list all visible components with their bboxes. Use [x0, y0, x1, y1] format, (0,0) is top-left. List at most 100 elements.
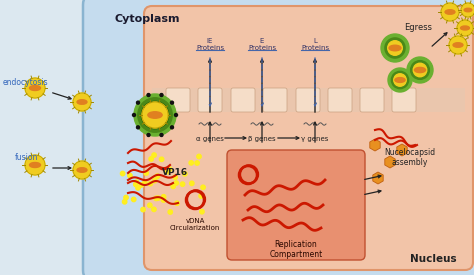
FancyArrowPatch shape: [53, 167, 71, 169]
Ellipse shape: [148, 112, 162, 118]
FancyBboxPatch shape: [296, 88, 320, 112]
Circle shape: [200, 210, 204, 214]
FancyArrowPatch shape: [209, 58, 211, 106]
Circle shape: [171, 184, 175, 189]
Circle shape: [139, 183, 144, 187]
Circle shape: [141, 207, 145, 212]
Circle shape: [413, 63, 427, 77]
FancyArrowPatch shape: [53, 93, 71, 99]
Circle shape: [122, 200, 127, 204]
FancyBboxPatch shape: [328, 88, 352, 112]
Text: endocytosis: endocytosis: [3, 78, 49, 87]
FancyBboxPatch shape: [166, 88, 190, 112]
FancyArrowPatch shape: [209, 122, 211, 142]
FancyArrowPatch shape: [278, 137, 299, 139]
Circle shape: [167, 167, 172, 171]
Circle shape: [461, 3, 474, 17]
Polygon shape: [373, 172, 383, 184]
Ellipse shape: [29, 86, 40, 90]
FancyBboxPatch shape: [231, 88, 255, 112]
Circle shape: [131, 197, 136, 202]
FancyBboxPatch shape: [263, 88, 287, 112]
Text: Nucleus: Nucleus: [410, 254, 456, 264]
Circle shape: [197, 154, 201, 159]
Circle shape: [171, 126, 173, 129]
Circle shape: [137, 101, 139, 104]
FancyArrowPatch shape: [432, 33, 447, 46]
Ellipse shape: [29, 163, 40, 167]
Circle shape: [141, 101, 169, 129]
Text: vDNA
Circularization: vDNA Circularization: [170, 218, 220, 231]
Text: Replication
Compartment: Replication Compartment: [269, 240, 323, 259]
Circle shape: [392, 71, 409, 89]
Circle shape: [407, 57, 433, 83]
Ellipse shape: [453, 43, 463, 47]
Circle shape: [25, 155, 45, 175]
Ellipse shape: [395, 78, 405, 82]
Polygon shape: [370, 139, 380, 151]
Circle shape: [449, 36, 467, 54]
Circle shape: [154, 196, 158, 200]
FancyBboxPatch shape: [83, 0, 474, 275]
FancyArrowPatch shape: [314, 122, 316, 142]
Circle shape: [161, 198, 166, 202]
Text: Nucelocapsid
assembly: Nucelocapsid assembly: [384, 148, 436, 167]
Ellipse shape: [445, 10, 455, 14]
Circle shape: [388, 68, 412, 92]
Circle shape: [156, 196, 160, 200]
Text: E
Proteins: E Proteins: [248, 38, 276, 51]
Circle shape: [160, 94, 163, 97]
FancyArrowPatch shape: [209, 59, 211, 112]
Circle shape: [153, 178, 157, 183]
Circle shape: [173, 175, 177, 179]
FancyArrowPatch shape: [261, 59, 264, 112]
Ellipse shape: [414, 67, 426, 73]
Circle shape: [171, 101, 173, 104]
Circle shape: [174, 114, 177, 117]
Text: Cytoplasm: Cytoplasm: [115, 14, 181, 24]
Text: α genes: α genes: [196, 136, 224, 142]
Circle shape: [152, 207, 156, 211]
Circle shape: [410, 61, 429, 79]
Circle shape: [124, 195, 128, 200]
FancyBboxPatch shape: [392, 88, 416, 112]
Circle shape: [73, 93, 91, 111]
Circle shape: [144, 171, 148, 175]
Text: L
Proteins: L Proteins: [301, 38, 329, 51]
Circle shape: [174, 181, 178, 185]
FancyBboxPatch shape: [198, 88, 222, 112]
Polygon shape: [397, 144, 407, 156]
FancyArrowPatch shape: [261, 58, 264, 106]
Circle shape: [134, 182, 138, 187]
Circle shape: [134, 180, 139, 184]
Circle shape: [136, 186, 140, 190]
Ellipse shape: [461, 26, 469, 30]
Text: β genes: β genes: [248, 136, 276, 142]
Circle shape: [159, 157, 164, 161]
FancyArrowPatch shape: [261, 122, 264, 142]
FancyArrowPatch shape: [365, 190, 381, 194]
Circle shape: [137, 126, 139, 129]
Circle shape: [388, 41, 402, 55]
Circle shape: [168, 210, 173, 214]
Circle shape: [147, 133, 150, 136]
Circle shape: [441, 3, 459, 21]
Circle shape: [394, 74, 406, 86]
Circle shape: [149, 157, 154, 161]
Ellipse shape: [77, 168, 87, 172]
Circle shape: [73, 161, 91, 179]
Ellipse shape: [389, 45, 401, 51]
Circle shape: [147, 203, 152, 207]
FancyArrowPatch shape: [365, 175, 381, 179]
Text: fusion: fusion: [15, 153, 38, 162]
Circle shape: [175, 201, 179, 205]
FancyBboxPatch shape: [227, 150, 365, 260]
Polygon shape: [385, 156, 395, 168]
FancyArrowPatch shape: [225, 137, 246, 139]
Circle shape: [120, 171, 125, 176]
Circle shape: [147, 94, 150, 97]
Circle shape: [182, 172, 187, 176]
Text: γ genes: γ genes: [301, 136, 328, 142]
Text: Egress: Egress: [404, 23, 432, 32]
Circle shape: [142, 102, 168, 128]
